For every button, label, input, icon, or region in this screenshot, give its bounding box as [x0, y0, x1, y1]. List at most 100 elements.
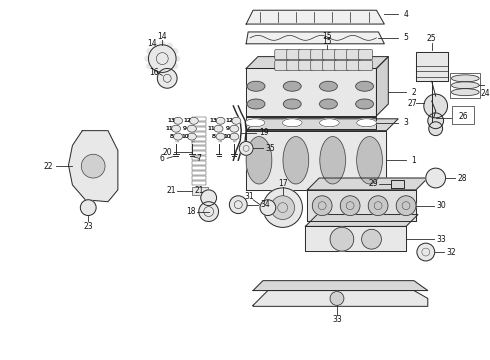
Circle shape [201, 190, 217, 206]
Text: 3: 3 [404, 118, 409, 127]
Circle shape [260, 200, 276, 216]
Circle shape [396, 196, 416, 216]
Bar [192, 136, 206, 140]
Text: 9: 9 [225, 126, 229, 131]
Circle shape [147, 63, 152, 68]
Bar [192, 187, 208, 195]
Circle shape [81, 154, 105, 178]
Ellipse shape [320, 136, 345, 184]
FancyBboxPatch shape [275, 50, 289, 60]
Text: 25: 25 [427, 34, 437, 43]
Text: 8: 8 [212, 134, 216, 139]
Circle shape [167, 69, 172, 74]
Text: 8: 8 [212, 134, 216, 139]
Text: 12: 12 [183, 118, 191, 123]
Polygon shape [305, 226, 406, 251]
Circle shape [239, 141, 253, 155]
Polygon shape [246, 32, 384, 44]
Ellipse shape [319, 119, 339, 127]
Text: 35: 35 [265, 144, 275, 153]
Ellipse shape [232, 117, 241, 124]
Text: 10: 10 [223, 134, 231, 139]
Polygon shape [416, 52, 447, 81]
Ellipse shape [451, 75, 479, 82]
Bar [192, 141, 206, 145]
Circle shape [362, 229, 381, 249]
Circle shape [167, 43, 172, 48]
Polygon shape [246, 117, 376, 129]
Ellipse shape [356, 99, 373, 109]
FancyBboxPatch shape [287, 50, 300, 60]
Circle shape [199, 202, 219, 221]
Ellipse shape [216, 117, 225, 124]
FancyBboxPatch shape [323, 50, 337, 60]
FancyBboxPatch shape [287, 60, 300, 71]
Polygon shape [246, 10, 384, 24]
Text: 12: 12 [225, 118, 233, 123]
Text: 33: 33 [437, 235, 446, 244]
Text: 1: 1 [412, 156, 416, 165]
FancyBboxPatch shape [275, 60, 289, 71]
Text: 8: 8 [169, 134, 173, 139]
Circle shape [263, 188, 302, 228]
Polygon shape [69, 131, 118, 202]
Circle shape [229, 196, 247, 213]
Polygon shape [246, 119, 398, 131]
Polygon shape [376, 57, 388, 116]
Ellipse shape [245, 119, 265, 127]
Circle shape [157, 68, 177, 88]
Circle shape [172, 49, 177, 54]
Bar [192, 117, 206, 121]
Circle shape [312, 196, 332, 216]
Text: 33: 33 [332, 315, 342, 324]
Ellipse shape [283, 99, 301, 109]
Ellipse shape [282, 119, 302, 127]
Text: 14: 14 [147, 39, 157, 48]
Text: 22: 22 [43, 162, 52, 171]
Text: 11: 11 [165, 126, 173, 131]
Text: 31: 31 [245, 192, 254, 201]
Ellipse shape [319, 81, 337, 91]
Text: 5: 5 [404, 33, 409, 42]
Ellipse shape [247, 99, 265, 109]
Polygon shape [253, 281, 428, 291]
Circle shape [148, 45, 176, 72]
Ellipse shape [451, 82, 479, 89]
Text: 11: 11 [208, 126, 216, 131]
Ellipse shape [188, 125, 196, 132]
Text: 12: 12 [183, 118, 191, 123]
Ellipse shape [214, 125, 223, 132]
Ellipse shape [230, 133, 239, 140]
Text: 34: 34 [260, 200, 270, 209]
Text: 6: 6 [160, 154, 165, 163]
FancyBboxPatch shape [359, 50, 372, 60]
Ellipse shape [283, 81, 301, 91]
Text: 16: 16 [149, 68, 159, 77]
Polygon shape [246, 131, 386, 190]
Circle shape [160, 41, 165, 46]
FancyBboxPatch shape [323, 60, 337, 71]
Ellipse shape [173, 133, 182, 140]
Bar [192, 147, 206, 150]
Text: 19: 19 [259, 128, 269, 137]
Bar [192, 181, 206, 185]
Ellipse shape [356, 81, 373, 91]
Text: 21: 21 [194, 186, 203, 195]
Circle shape [428, 113, 443, 129]
Text: 11: 11 [165, 126, 173, 131]
Circle shape [147, 49, 152, 54]
Text: 30: 30 [437, 201, 446, 210]
Text: 18: 18 [186, 207, 196, 216]
Ellipse shape [319, 99, 337, 109]
Bar [192, 171, 206, 175]
Ellipse shape [246, 136, 272, 184]
Polygon shape [246, 57, 388, 68]
Circle shape [426, 168, 445, 188]
Text: 10: 10 [181, 134, 189, 139]
FancyBboxPatch shape [311, 60, 324, 71]
Polygon shape [246, 68, 376, 116]
Text: 9: 9 [225, 126, 229, 131]
Text: 13: 13 [210, 118, 218, 123]
Circle shape [160, 71, 165, 76]
Text: 11: 11 [208, 126, 216, 131]
